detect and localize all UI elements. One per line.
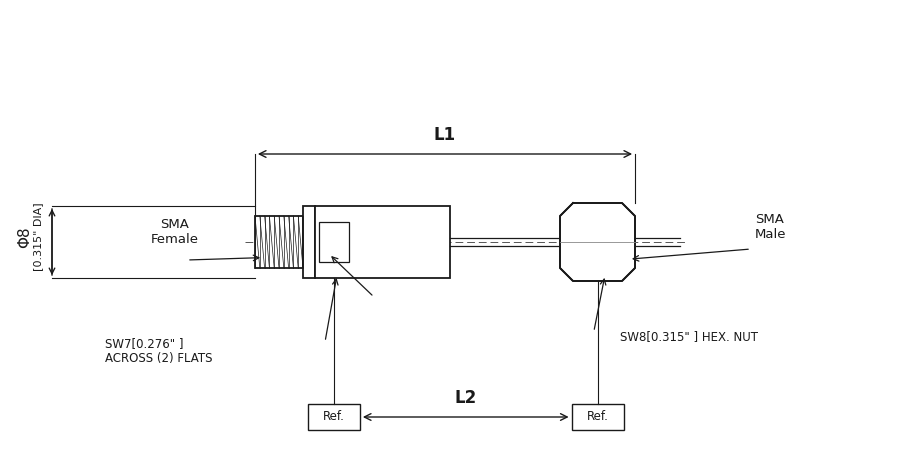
Text: SW7[0.276" ]
ACROSS (2) FLATS: SW7[0.276" ] ACROSS (2) FLATS [105, 337, 212, 365]
Bar [571, 404, 623, 430]
Bar [255, 216, 302, 268]
Bar [314, 206, 449, 278]
Text: SMA
Male: SMA Male [754, 213, 785, 241]
Bar [302, 206, 314, 278]
Text: SMA
Female: SMA Female [151, 218, 199, 246]
Bar [308, 404, 360, 430]
Text: [0.315" DIA]: [0.315" DIA] [33, 202, 43, 271]
Text: Ref.: Ref. [586, 411, 608, 423]
Text: L2: L2 [454, 389, 476, 407]
Bar [319, 222, 349, 262]
Text: Ref.: Ref. [322, 411, 344, 423]
Polygon shape [559, 203, 634, 281]
Text: L1: L1 [434, 126, 456, 144]
Text: Φ8: Φ8 [17, 226, 33, 248]
Text: SW8[0.315" ] HEX. NUT: SW8[0.315" ] HEX. NUT [619, 330, 757, 343]
